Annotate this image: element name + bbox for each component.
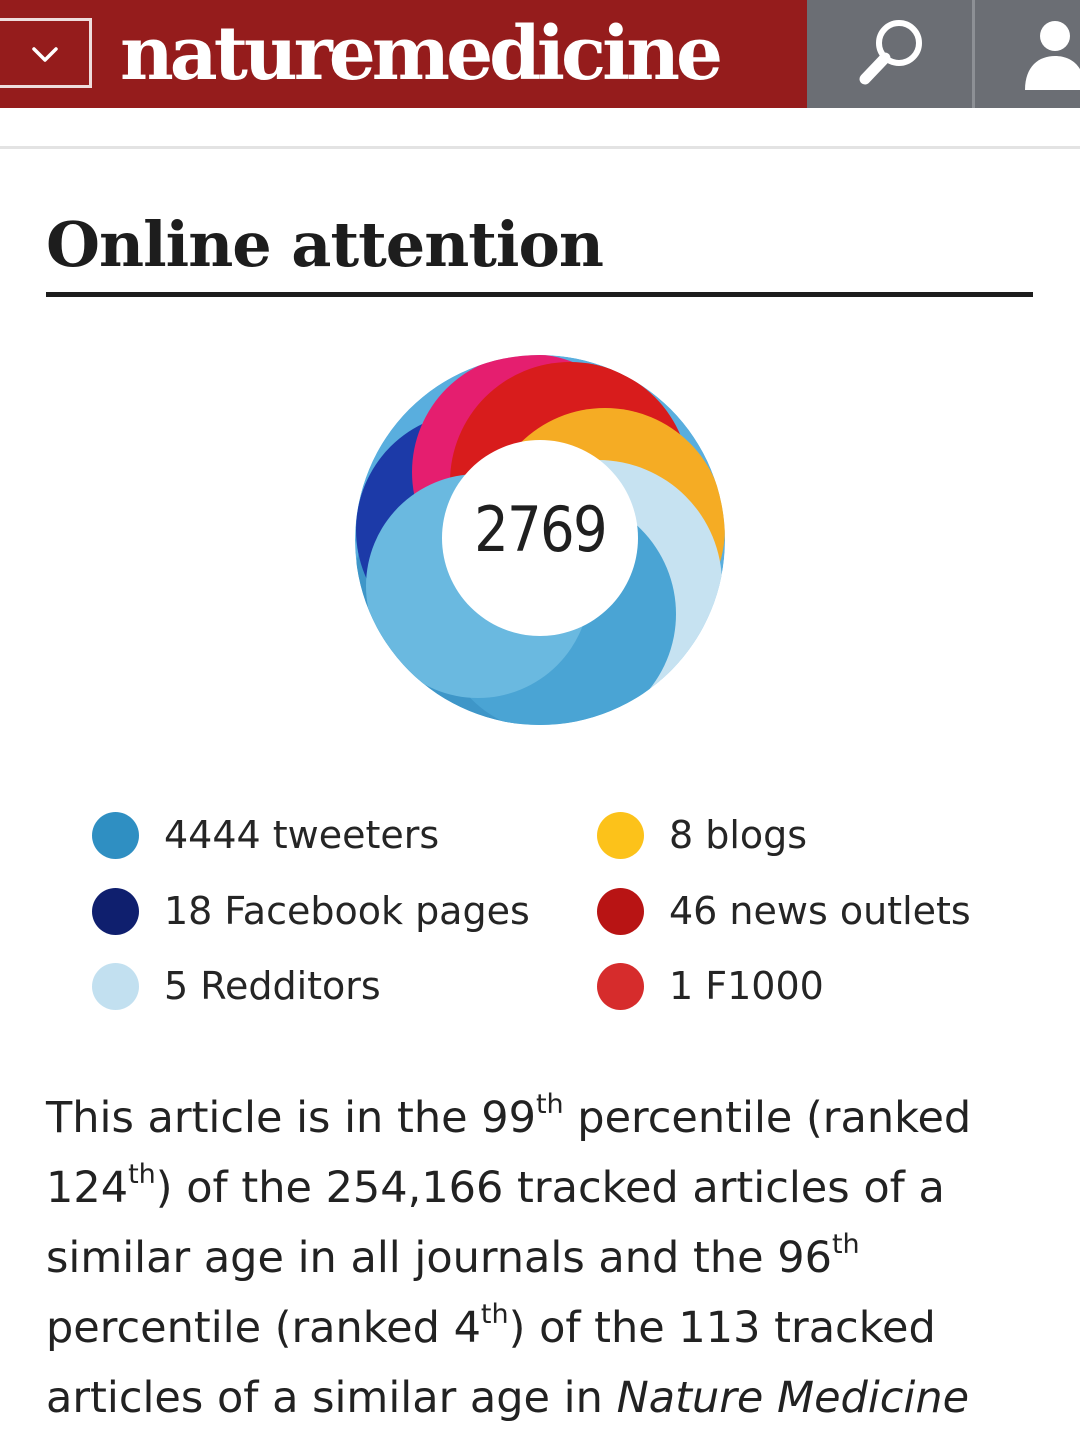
ordinal-suffix: th: [831, 1228, 860, 1260]
legend-label: 1 F1000: [669, 964, 824, 1008]
legend-dot: [92, 812, 139, 859]
search-button[interactable]: [807, 0, 972, 108]
legend-dot: [92, 963, 139, 1010]
section-title: Online attention: [46, 208, 604, 281]
site-logo[interactable]: naturemedicine: [120, 11, 723, 97]
journal-name: Nature Medicine: [616, 1373, 970, 1423]
rank-journal: 4: [453, 1303, 481, 1353]
summary-text: This article is in the: [46, 1093, 482, 1143]
user-icon: [1025, 21, 1080, 90]
percentile-summary: This article is in the 99th percentile (…: [46, 1083, 1036, 1433]
donut-hole: [442, 440, 638, 636]
search-icon: [859, 20, 922, 85]
legend-dot: [92, 888, 139, 935]
legend-dot: [597, 888, 644, 935]
attention-score: 2769: [474, 493, 608, 566]
account-button[interactable]: [975, 0, 1080, 108]
summary-text: percentile (ranked: [563, 1093, 972, 1143]
menu-toggle-button[interactable]: [0, 18, 92, 88]
subheader-divider: [0, 146, 1080, 149]
summary-text: ) of the 113 tracked articles of a simil…: [46, 1303, 936, 1423]
legend-label: 4444 tweeters: [164, 813, 440, 857]
percentile-journal: 96: [777, 1233, 832, 1283]
summary-text: ) of the 254,166 tracked articles of a s…: [46, 1163, 945, 1283]
title-underline: [46, 292, 1033, 297]
header-divider: [972, 0, 975, 108]
percentile-all: 99: [481, 1093, 536, 1143]
ordinal-suffix: th: [535, 1088, 564, 1120]
legend-dot: [597, 963, 644, 1010]
attention-score-donut[interactable]: [335, 335, 745, 745]
legend-dot: [597, 812, 644, 859]
chevron-down-icon: [32, 47, 58, 62]
ordinal-suffix: th: [128, 1158, 156, 1190]
legend-label: 8 blogs: [669, 813, 808, 857]
ordinal-suffix: th: [480, 1298, 509, 1330]
rank-all: 124: [46, 1163, 129, 1213]
summary-text: percentile (ranked: [46, 1303, 454, 1353]
legend-label: 5 Redditors: [164, 964, 381, 1008]
site-header: naturemedicine: [0, 0, 1080, 108]
legend-label: 46 news outlets: [669, 889, 971, 933]
legend-label: 18 Facebook pages: [164, 889, 530, 933]
